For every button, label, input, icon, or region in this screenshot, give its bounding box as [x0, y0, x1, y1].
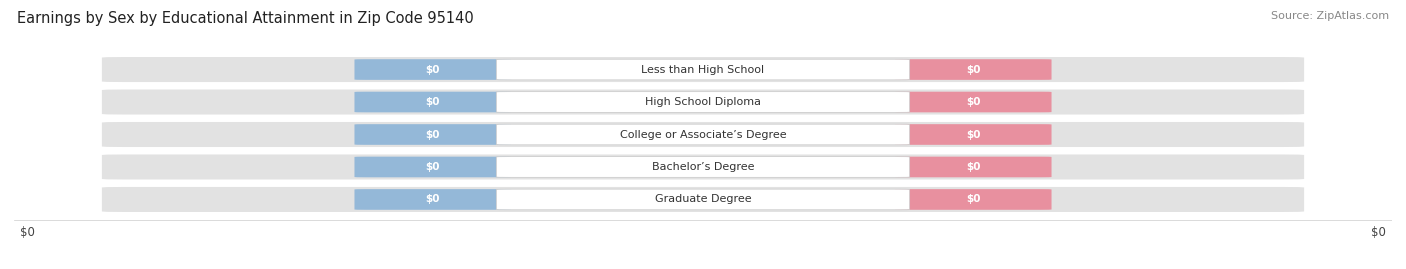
FancyBboxPatch shape: [354, 92, 512, 112]
Text: $0: $0: [426, 194, 440, 204]
Text: Less than High School: Less than High School: [641, 65, 765, 75]
Text: College or Associate’s Degree: College or Associate’s Degree: [620, 129, 786, 140]
FancyBboxPatch shape: [496, 92, 910, 112]
FancyBboxPatch shape: [101, 90, 1305, 115]
FancyBboxPatch shape: [354, 124, 512, 145]
FancyBboxPatch shape: [101, 122, 1305, 147]
Text: $0: $0: [426, 162, 440, 172]
FancyBboxPatch shape: [354, 189, 512, 210]
Text: Graduate Degree: Graduate Degree: [655, 194, 751, 204]
FancyBboxPatch shape: [101, 154, 1305, 179]
FancyBboxPatch shape: [894, 92, 1052, 112]
FancyBboxPatch shape: [496, 124, 910, 145]
FancyBboxPatch shape: [496, 189, 910, 210]
Text: $0: $0: [966, 194, 980, 204]
FancyBboxPatch shape: [496, 59, 910, 80]
FancyBboxPatch shape: [101, 187, 1305, 212]
Text: Bachelor’s Degree: Bachelor’s Degree: [652, 162, 754, 172]
Text: High School Diploma: High School Diploma: [645, 97, 761, 107]
FancyBboxPatch shape: [354, 59, 512, 80]
Text: $0: $0: [966, 162, 980, 172]
FancyBboxPatch shape: [894, 157, 1052, 177]
Text: Source: ZipAtlas.com: Source: ZipAtlas.com: [1271, 11, 1389, 21]
Text: $0: $0: [966, 97, 980, 107]
Text: $0: $0: [426, 129, 440, 140]
FancyBboxPatch shape: [894, 59, 1052, 80]
FancyBboxPatch shape: [101, 57, 1305, 82]
Text: $0: $0: [426, 65, 440, 75]
Text: $0: $0: [966, 129, 980, 140]
FancyBboxPatch shape: [496, 157, 910, 177]
FancyBboxPatch shape: [894, 189, 1052, 210]
Text: Earnings by Sex by Educational Attainment in Zip Code 95140: Earnings by Sex by Educational Attainmen…: [17, 11, 474, 26]
FancyBboxPatch shape: [894, 124, 1052, 145]
FancyBboxPatch shape: [354, 157, 512, 177]
Text: $0: $0: [426, 97, 440, 107]
Text: $0: $0: [966, 65, 980, 75]
